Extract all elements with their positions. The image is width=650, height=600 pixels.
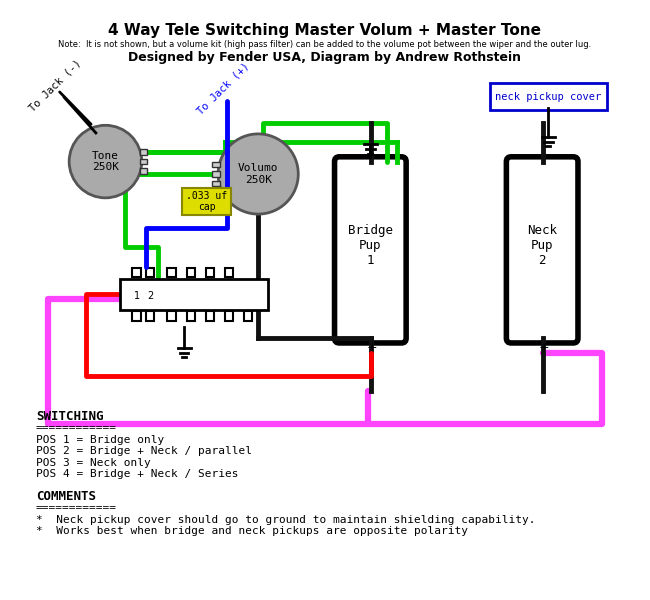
Text: Neck
Pup
2: Neck Pup 2 xyxy=(527,224,557,266)
Bar xyxy=(132,268,141,277)
Bar xyxy=(213,161,220,167)
FancyBboxPatch shape xyxy=(506,157,578,343)
Text: To Jack (-): To Jack (-) xyxy=(27,58,83,113)
Bar xyxy=(132,311,141,321)
Circle shape xyxy=(69,125,142,198)
Text: POS 1 = Bridge only: POS 1 = Bridge only xyxy=(36,434,164,445)
Text: COMMENTS: COMMENTS xyxy=(36,490,96,503)
Bar xyxy=(213,181,220,187)
Text: ============: ============ xyxy=(36,503,117,514)
Bar xyxy=(168,268,176,277)
Text: SWITCHING: SWITCHING xyxy=(36,410,103,423)
Text: POS 2 = Bridge + Neck / parallel: POS 2 = Bridge + Neck / parallel xyxy=(36,446,252,456)
Bar xyxy=(244,311,252,321)
Bar xyxy=(187,268,195,277)
Text: ============: ============ xyxy=(36,423,117,433)
Text: +: + xyxy=(367,341,378,354)
Bar xyxy=(140,149,148,155)
Text: POS 4 = Bridge + Neck / Series: POS 4 = Bridge + Neck / Series xyxy=(36,469,239,479)
Text: 1: 1 xyxy=(134,291,140,301)
Text: +: + xyxy=(539,341,549,354)
Bar xyxy=(225,268,233,277)
Bar xyxy=(205,311,214,321)
FancyBboxPatch shape xyxy=(490,83,606,110)
Bar xyxy=(168,311,176,321)
Text: *  Works best when bridge and neck pickups are opposite polarity: * Works best when bridge and neck pickup… xyxy=(36,526,468,536)
Bar xyxy=(120,279,268,310)
Bar xyxy=(213,171,220,177)
FancyBboxPatch shape xyxy=(182,188,231,215)
Text: 4 Way Tele Switching Master Volum + Master Tone: 4 Way Tele Switching Master Volum + Mast… xyxy=(109,23,541,38)
Text: POS 3 = Neck only: POS 3 = Neck only xyxy=(36,458,151,467)
Bar xyxy=(225,311,233,321)
Text: 2: 2 xyxy=(147,291,153,301)
Text: Volumo
250K: Volumo 250K xyxy=(238,163,278,185)
Bar xyxy=(146,268,154,277)
Bar xyxy=(205,268,214,277)
Text: neck pickup cover: neck pickup cover xyxy=(495,92,601,101)
Text: To Jack (+): To Jack (+) xyxy=(195,60,251,116)
Bar xyxy=(140,159,148,164)
Text: Bridge
Pup
1: Bridge Pup 1 xyxy=(348,224,393,266)
Circle shape xyxy=(218,134,298,214)
Text: Tone
250K: Tone 250K xyxy=(92,151,119,172)
FancyBboxPatch shape xyxy=(335,157,406,343)
Bar xyxy=(146,311,154,321)
Text: Note:  It is not shown, but a volume kit (high pass filter) can be added to the : Note: It is not shown, but a volume kit … xyxy=(58,40,592,49)
Bar xyxy=(140,168,148,174)
Text: .033 uf
cap: .033 uf cap xyxy=(186,191,227,212)
Text: Designed by Fender USA, Diagram by Andrew Rothstein: Designed by Fender USA, Diagram by Andre… xyxy=(129,51,521,64)
Bar xyxy=(187,311,195,321)
Text: *  Neck pickup cover should go to ground to maintain shielding capability.: * Neck pickup cover should go to ground … xyxy=(36,515,535,525)
